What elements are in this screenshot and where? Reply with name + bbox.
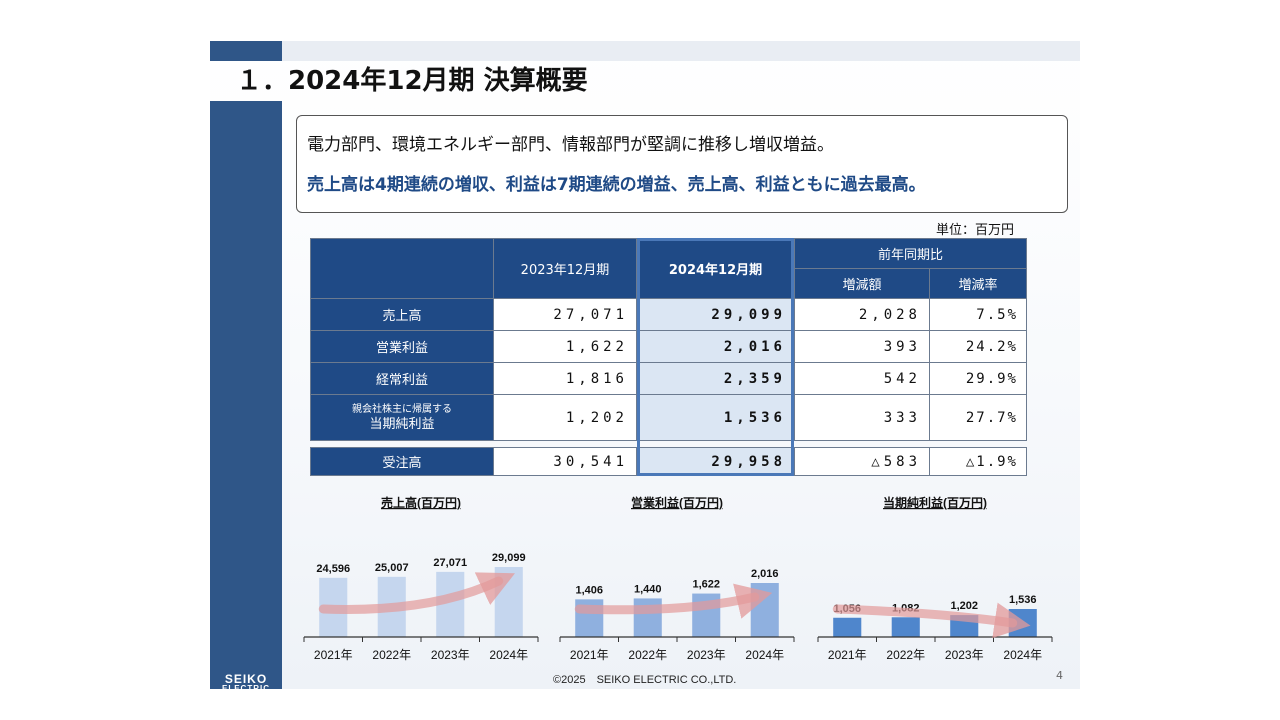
data-label: 25,007	[375, 562, 409, 574]
table-row-orders: 受注高 30,541 29,958 △583 △1.9%	[310, 447, 1027, 476]
row-label: 受注高	[310, 447, 494, 476]
page-title: １．2024年12月期 決算概要	[236, 66, 588, 96]
row-label: 営業利益	[310, 330, 494, 363]
category-label: 2022年	[372, 648, 411, 662]
category-label: 2024年	[489, 648, 528, 662]
logo-text-electric: ELECTRIC	[222, 684, 270, 693]
col-header-curr: 2024年12月期	[636, 238, 795, 299]
col-header-diff: 増減額	[794, 268, 930, 299]
side-bar	[210, 101, 282, 689]
row-label: 売上高	[310, 298, 494, 331]
cell-prev: 27,071	[493, 298, 637, 331]
cell-rate: 24.2%	[929, 330, 1027, 363]
chart-bar	[633, 598, 662, 637]
category-label: 2024年	[745, 648, 784, 662]
category-label: 2021年	[314, 648, 353, 662]
growth-arrow-icon	[832, 602, 1031, 639]
row-label-small: 親会社株主に帰属する	[352, 403, 452, 415]
chart-bar	[750, 583, 779, 637]
summary-box: 電力部門、環境エネルギー部門、情報部門が堅調に推移し増収増益。 売上高は4期連続…	[296, 115, 1068, 213]
table-corner	[310, 238, 494, 299]
category-label: 2024年	[1003, 648, 1042, 662]
data-label: 29,099	[492, 552, 526, 564]
summary-line-1: 電力部門、環境エネルギー部門、情報部門が堅調に推移し増収増益。	[307, 135, 834, 155]
category-label: 2023年	[687, 648, 726, 662]
growth-arrow-icon	[318, 572, 515, 614]
col-header-yoy: 前年同期比	[794, 238, 1027, 269]
summary-line-2: 売上高は4期連続の増収、利益は7期連続の増益、売上高、利益ともに過去最高。	[307, 175, 926, 195]
cell-rate: 29.9%	[929, 362, 1027, 395]
unit-label: 単位：百万円	[936, 223, 1015, 238]
cell-diff: 2,028	[794, 298, 930, 331]
data-label: 24,596	[316, 563, 350, 575]
cell-curr: 1,536	[636, 394, 795, 441]
copyright: ©2025 SEIKO ELECTRIC CO.,LTD.	[553, 674, 737, 686]
cell-rate: 7.5%	[929, 298, 1027, 331]
table-row: 営業利益 1,622 2,016 393 24.2%	[310, 330, 1027, 363]
data-label: 1,536	[1009, 594, 1037, 606]
cell-diff: 393	[794, 330, 930, 363]
row-label-net-income: 親会社株主に帰属する 当期純利益	[310, 394, 494, 441]
category-label: 2022年	[628, 648, 667, 662]
data-label: 1,440	[634, 583, 662, 595]
col-header-rate: 増減率	[929, 268, 1027, 299]
cell-diff: 333	[794, 394, 930, 441]
cell-diff: △583	[794, 447, 930, 476]
growth-arrow-icon	[574, 583, 773, 619]
cell-prev: 1,816	[493, 362, 637, 395]
header-band	[282, 41, 1080, 61]
chart-title: 営業利益(百万円)	[631, 495, 723, 510]
logo-text-seiko: SEIKO	[224, 672, 268, 686]
category-label: 2023年	[431, 648, 470, 662]
data-label: 1,202	[950, 600, 978, 612]
header-accent	[210, 41, 282, 61]
data-label: 2,016	[751, 568, 779, 580]
company-logo: SEIKO ELECTRIC	[210, 673, 282, 693]
table-row: 経常利益 1,816 2,359 542 29.9%	[310, 362, 1027, 395]
cell-curr: 2,359	[636, 362, 795, 395]
page-number: 4	[1056, 669, 1063, 682]
slide: １．2024年12月期 決算概要 SEIKO ELECTRIC 電力部門、環境エ…	[210, 41, 1080, 693]
row-label: 経常利益	[310, 362, 494, 395]
data-label: 1,406	[575, 584, 603, 596]
table-row: 売上高 27,071 29,099 2,028 7.5%	[310, 298, 1027, 331]
cell-diff: 542	[794, 362, 930, 395]
cell-prev: 1,202	[493, 394, 637, 441]
financial-table: 2023年12月期 2024年12月期 前年同期比 増減額 増減率 売上高 27…	[310, 238, 1027, 476]
table-row: 親会社株主に帰属する 当期純利益 1,202 1,536 333 27.7%	[310, 394, 1027, 441]
cell-rate: △1.9%	[929, 447, 1027, 476]
bar-charts: 売上高(百万円) 24,596 2021年 25,007 2022年 27,071 2023…	[303, 495, 1053, 662]
chart-title: 売上高(百万円)	[381, 495, 461, 510]
data-label: 1,622	[692, 579, 720, 591]
cell-curr: 29,099	[636, 298, 795, 331]
cell-curr: 2,016	[636, 330, 795, 363]
cell-curr: 29,958	[636, 447, 795, 476]
data-label: 27,071	[433, 557, 467, 569]
cell-rate: 27.7%	[929, 394, 1027, 441]
chart-bar	[891, 617, 920, 637]
category-label: 2021年	[828, 648, 867, 662]
chart-bar	[833, 617, 862, 637]
chart-title: 当期純利益(百万円)	[883, 495, 987, 510]
category-label: 2021年	[570, 648, 609, 662]
cell-prev: 1,622	[493, 330, 637, 363]
category-label: 2023年	[945, 648, 984, 662]
cell-prev: 30,541	[493, 447, 637, 476]
category-label: 2022年	[886, 648, 925, 662]
row-label: 当期純利益	[369, 416, 435, 432]
col-header-prev: 2023年12月期	[493, 238, 637, 299]
